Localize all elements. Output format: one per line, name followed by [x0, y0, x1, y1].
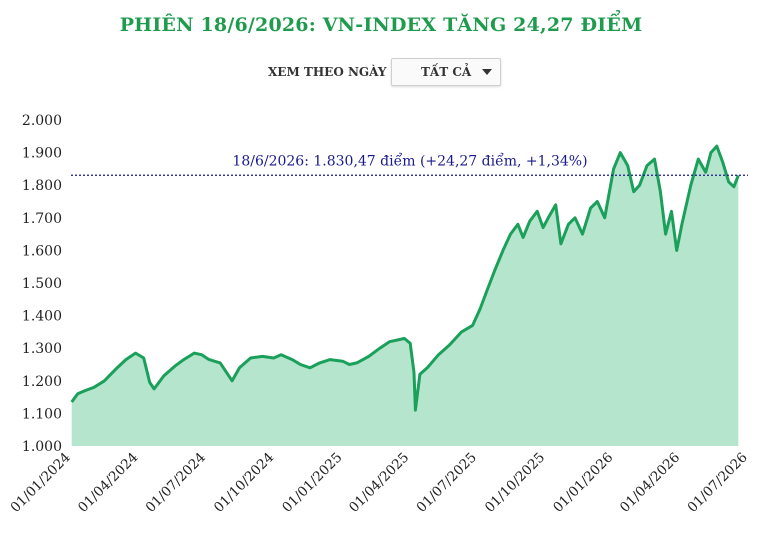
y-tick-label: 2.000 — [22, 113, 62, 129]
x-tick-label: 01/01/2025 — [279, 450, 345, 516]
y-tick-label: 1.400 — [22, 309, 62, 325]
x-tick-label: 01/07/2025 — [414, 450, 480, 516]
y-tick-label: 1.300 — [22, 341, 62, 357]
x-tick-label: 01/10/2024 — [211, 450, 277, 516]
range-select[interactable]: TẤT CẢ — [391, 58, 501, 86]
x-tick-label: 01/04/2026 — [617, 450, 683, 516]
x-tick-label: 01/07/2026 — [684, 450, 750, 516]
x-tick-label: 01/07/2024 — [143, 450, 209, 516]
y-tick-label: 1.700 — [22, 211, 62, 227]
series-area — [71, 146, 739, 446]
y-tick-label: 1.900 — [22, 146, 62, 162]
series-line — [70, 144, 740, 412]
x-tick-label: 01/04/2024 — [75, 450, 141, 516]
reference-annotation: 18/6/2026: 1.830,47 điểm (+24,27 điểm, +… — [232, 151, 587, 169]
y-tick-label: 1.800 — [22, 178, 62, 194]
view-by-label: XEM THEO NGÀY — [268, 65, 387, 79]
chart-title: PHIÊN 18/6/2026: VN-INDEX TĂNG 24,27 ĐIỂ… — [119, 14, 643, 36]
y-tick-label: 1.100 — [22, 406, 62, 422]
range-select-value: TẤT CẢ — [421, 65, 472, 79]
y-tick-label: 1.600 — [22, 243, 62, 259]
x-tick-label: 01/01/2024 — [7, 450, 73, 516]
caret-down-icon — [482, 69, 492, 75]
x-tick-label: 01/01/2026 — [550, 450, 616, 516]
y-tick-label: 1.000 — [22, 439, 62, 455]
y-tick-label: 1.200 — [22, 374, 62, 390]
x-tick-label: 01/10/2025 — [482, 450, 548, 516]
x-tick-label: 01/04/2025 — [346, 450, 412, 516]
y-tick-label: 1.500 — [22, 276, 62, 292]
